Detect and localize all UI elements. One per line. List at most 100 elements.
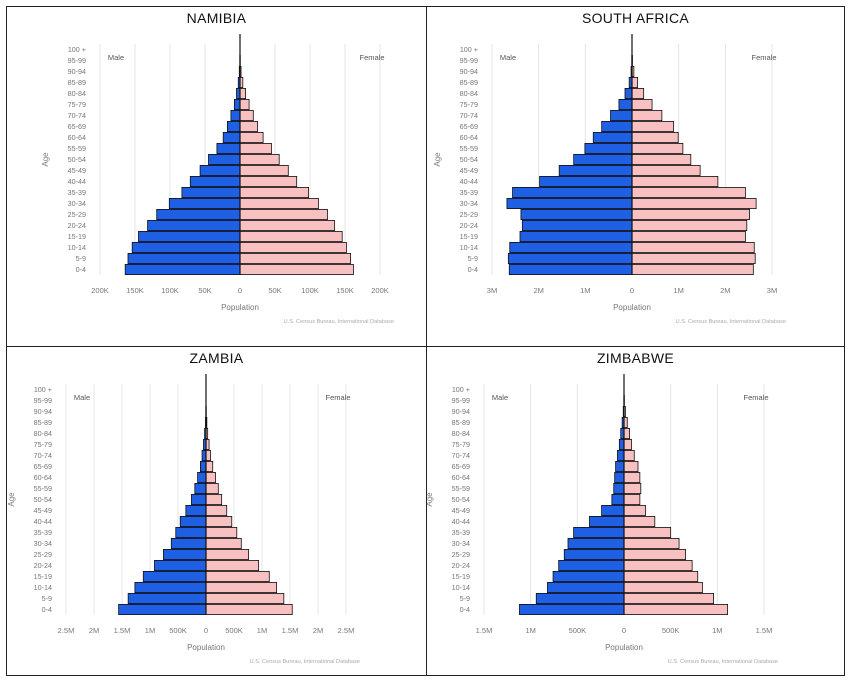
female-bar (239, 252, 351, 264)
x-axis-title: Population (605, 643, 643, 652)
y-axis-title: Age (41, 152, 50, 167)
male-bar (142, 570, 207, 582)
male-bar (610, 110, 633, 122)
age-tick-label: 40-44 (34, 517, 52, 526)
age-tick-label: 50-54 (68, 155, 86, 164)
female-bar (631, 99, 653, 111)
male-bar (154, 559, 207, 571)
female-bar (623, 515, 656, 527)
x-tick-label: 2M (720, 286, 730, 295)
age-tick-label: 100 + (460, 45, 478, 54)
age-tick-label: 45-49 (34, 506, 52, 515)
x-tick-label: 500K (169, 626, 187, 635)
male-bar (618, 439, 625, 451)
male-bar (589, 515, 625, 527)
x-tick-label: 1.5M (282, 626, 299, 635)
female-bar (239, 121, 258, 133)
age-tick-label: 20-24 (460, 221, 478, 230)
y-axis-title: Age (433, 152, 442, 167)
x-tick-label: 200K (371, 286, 389, 295)
age-tick-label: 65-69 (460, 122, 478, 131)
age-tick-label: 95-99 (460, 56, 478, 65)
female-bar (239, 143, 272, 155)
age-tick-label: 15-19 (452, 572, 470, 581)
female-bar (623, 537, 680, 549)
chart-title: NAMIBIA (186, 10, 247, 26)
x-tick-label: 0 (622, 626, 626, 635)
male-bar (230, 110, 241, 122)
age-tick-label: 25-29 (34, 550, 52, 559)
age-tick-label: 100 + (68, 45, 86, 54)
male-bar (558, 559, 625, 571)
age-tick-label: 25-29 (68, 210, 86, 219)
x-tick-label: 1M (257, 626, 267, 635)
female-bar (205, 581, 277, 593)
male-bar (601, 121, 633, 133)
female-bar (623, 592, 714, 604)
age-tick-label: 90-94 (460, 67, 478, 76)
male-bar (506, 197, 633, 209)
source-note: U.S. Census Bureau, International Databa… (676, 319, 786, 325)
male-bar (558, 164, 633, 176)
age-tick-label: 30-34 (452, 539, 470, 548)
population-pyramid: 0-4 5-9 10-14 15-19 20-24 25-29 30-34 35-39 40-4… (7, 374, 360, 665)
female-bar (631, 110, 663, 122)
source-note: U.S. Census Bureau, International Databa… (284, 319, 394, 325)
population-pyramid: 0-4 5-9 10-14 15-19 20-24 25-29 30-34 35-39 40-4… (427, 374, 778, 665)
x-tick-label: 1M (712, 626, 722, 635)
female-bar (631, 208, 750, 220)
age-tick-label: 55-59 (460, 144, 478, 153)
male-label: Male (74, 393, 90, 402)
age-tick-label: 0-4 (76, 265, 86, 274)
male-bar (216, 143, 241, 155)
age-tick-label: 55-59 (68, 144, 86, 153)
x-tick-label: 1M (580, 286, 590, 295)
x-axis-title: Population (187, 643, 225, 652)
male-bar (512, 186, 633, 198)
male-bar (567, 537, 625, 549)
female-bar (623, 461, 639, 473)
age-tick-label: 85-89 (68, 78, 86, 87)
age-tick-label: 90-94 (452, 407, 470, 416)
male-label: Male (108, 53, 124, 62)
female-bar (631, 164, 701, 176)
male-bar (131, 241, 241, 253)
age-tick-label: 85-89 (452, 418, 470, 427)
x-tick-label: 100K (161, 286, 179, 295)
age-tick-label: 70-74 (452, 451, 470, 460)
panel-zambia: ZAMBIA 0-4 5-9 10-14 15-19 20-24 25-29 30-34 35… (7, 347, 427, 675)
age-tick-label: 55-59 (452, 484, 470, 493)
age-tick-label: 50-54 (34, 495, 52, 504)
age-tick-label: 10-14 (460, 243, 478, 252)
age-tick-label: 70-74 (68, 111, 86, 120)
female-bar (205, 461, 214, 473)
age-tick-label: 80-84 (460, 89, 478, 98)
age-tick-label: 30-34 (460, 199, 478, 208)
female-bar (239, 154, 280, 166)
male-bar (573, 526, 625, 538)
age-tick-label: 10-14 (34, 583, 52, 592)
male-bar (147, 219, 241, 231)
female-bar (623, 450, 635, 462)
x-tick-label: 3M (767, 286, 777, 295)
x-tick-label: 50K (268, 286, 281, 295)
female-bar (623, 472, 641, 484)
age-tick-label: 60-64 (460, 133, 478, 142)
age-tick-label: 5-9 (460, 594, 470, 603)
x-tick-label: 150K (336, 286, 354, 295)
female-bar (239, 219, 335, 231)
age-tick-label: 60-64 (452, 473, 470, 482)
population-pyramid: 0-4 5-9 10-14 15-19 20-24 25-29 30-34 35-39 40-4… (433, 34, 786, 325)
y-axis-title: Age (427, 492, 434, 507)
age-tick-label: 40-44 (460, 177, 478, 186)
female-label: Female (751, 53, 776, 62)
female-bar (205, 472, 216, 484)
age-tick-label: 5-9 (76, 254, 86, 263)
age-tick-label: 85-89 (460, 78, 478, 87)
female-bar (623, 548, 686, 560)
panel-zimbabwe: ZIMBABWE 0-4 5-9 10-14 15-19 20-24 25-29 30-34… (427, 347, 844, 675)
male-bar (539, 175, 633, 187)
male-bar (601, 504, 625, 516)
female-bar (239, 230, 343, 242)
x-tick-label: 200K (91, 286, 109, 295)
